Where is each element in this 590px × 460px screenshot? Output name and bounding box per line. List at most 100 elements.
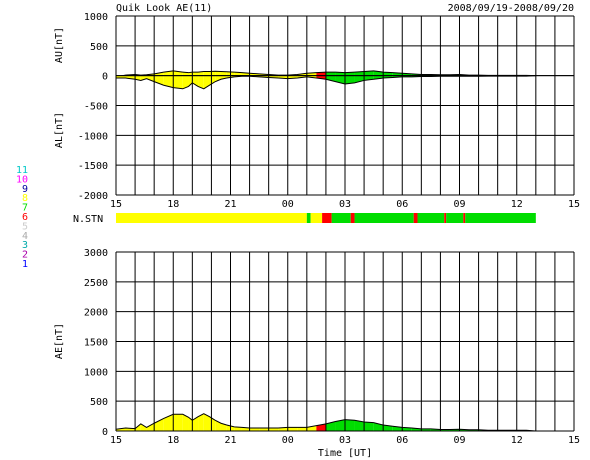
y-tick-label: 1000 bbox=[84, 12, 108, 23]
ae-area-segment bbox=[383, 425, 393, 431]
y-tick-label: 500 bbox=[90, 397, 108, 408]
station-bar-segment bbox=[465, 213, 536, 223]
ae-area-segment bbox=[287, 427, 298, 431]
y-tick-label: 1500 bbox=[84, 338, 108, 349]
ae-area-segment bbox=[268, 428, 279, 431]
station-bar-segment bbox=[446, 213, 464, 223]
x-tick-label: 12 bbox=[511, 435, 523, 446]
station-bar-segment bbox=[116, 213, 307, 223]
ae-area-segment bbox=[203, 413, 210, 431]
x-tick-label: 18 bbox=[167, 435, 179, 446]
ae-area-segment bbox=[220, 423, 227, 431]
ae-area bbox=[115, 413, 536, 432]
y-tick-label: 2500 bbox=[84, 278, 108, 289]
y-tick-label: -500 bbox=[84, 102, 108, 113]
station-bar-label: N.STN bbox=[73, 214, 103, 225]
x-tick-label: 03 bbox=[339, 199, 351, 210]
legend-level-3: 3 bbox=[22, 240, 28, 251]
legend-level-9: 9 bbox=[22, 184, 28, 195]
au-area-segment bbox=[325, 72, 336, 76]
al-area-segment-outline bbox=[116, 75, 536, 90]
ae-area-segment bbox=[188, 417, 193, 431]
au-area-segment bbox=[192, 72, 199, 76]
ae-area-segment bbox=[140, 423, 147, 431]
station-bar-segment bbox=[331, 213, 351, 223]
legend-level-5: 5 bbox=[22, 221, 28, 232]
bottom-panel-y-ticks: 3000 2500 2000 1500 1000 500 0 bbox=[84, 248, 108, 438]
al-area-segment bbox=[173, 75, 183, 89]
y-tick-label: 3000 bbox=[84, 248, 108, 259]
station-bar-segment bbox=[463, 213, 466, 223]
legend-level-6: 6 bbox=[22, 212, 28, 223]
legend-level-10: 10 bbox=[16, 174, 28, 185]
legend-level-11: 11 bbox=[16, 165, 28, 176]
au-area-segment-outline bbox=[115, 70, 536, 78]
al-area-segment bbox=[316, 75, 326, 80]
legend-level-8: 8 bbox=[22, 193, 28, 204]
y-tick-label: -1000 bbox=[78, 131, 108, 142]
al-area-segment bbox=[345, 75, 355, 85]
y-tick-label: -2000 bbox=[78, 191, 108, 202]
station-bar-segment bbox=[350, 213, 355, 223]
ae-area-segment bbox=[249, 428, 260, 431]
top-panel-grid bbox=[115, 15, 575, 196]
y-tick-label: 2000 bbox=[84, 308, 108, 319]
x-tick-label: 15 bbox=[568, 199, 580, 210]
station-count-bar: N.STN bbox=[73, 213, 536, 225]
ae-area-segment bbox=[306, 425, 317, 431]
ae-area-segment bbox=[325, 421, 336, 431]
al-area-segment bbox=[373, 75, 384, 80]
x-tick-label: 15 bbox=[568, 435, 580, 446]
al-area-segment bbox=[116, 75, 126, 79]
y-tick-label: -1500 bbox=[78, 161, 108, 172]
x-tick-label: 18 bbox=[167, 199, 179, 210]
station-bar-segment bbox=[413, 213, 418, 223]
al-area-segment bbox=[154, 75, 164, 86]
legend-level-2: 2 bbox=[22, 250, 28, 261]
bottom-panel-x-ticks: 15 18 21 00 03 06 09 12 15 bbox=[110, 435, 580, 446]
al-area-segment bbox=[215, 75, 221, 82]
ae-area-segment bbox=[234, 426, 242, 431]
ae-axis-label: AE[nT] bbox=[54, 323, 65, 359]
ae-area-segment bbox=[335, 419, 345, 431]
al-area-segment bbox=[140, 75, 147, 81]
ae-area-segment bbox=[421, 428, 431, 431]
al-axis-label: AL[nT] bbox=[54, 112, 65, 148]
ae-area-segment bbox=[354, 420, 365, 431]
x-tick-label: 06 bbox=[396, 435, 408, 446]
x-tick-label: 12 bbox=[511, 199, 523, 210]
al-area-segment bbox=[203, 75, 210, 89]
x-tick-label: 06 bbox=[396, 199, 408, 210]
al-area-segment bbox=[146, 75, 155, 82]
chart-title: Quik Look AE(11) bbox=[116, 3, 212, 14]
y-tick-label: 0 bbox=[102, 72, 108, 83]
ae-area-segment bbox=[364, 422, 374, 431]
y-tick-label: 1000 bbox=[84, 367, 108, 378]
al-area-segment bbox=[354, 75, 365, 83]
au-area-segment bbox=[220, 71, 227, 76]
station-bar-segment bbox=[306, 213, 311, 223]
ae-area-segment bbox=[146, 423, 155, 431]
x-tick-label: 15 bbox=[110, 199, 122, 210]
bottom-panel-grid bbox=[115, 251, 575, 432]
ae-area-segment bbox=[173, 414, 183, 431]
legend-level-7: 7 bbox=[22, 203, 28, 214]
au-area-segment bbox=[215, 71, 221, 76]
au-area-segment bbox=[354, 71, 365, 76]
station-bar-segment bbox=[322, 213, 332, 223]
ae-area-segment bbox=[192, 416, 199, 431]
ae-area-segment bbox=[259, 428, 269, 431]
x-tick-label: 00 bbox=[282, 435, 294, 446]
station-bar-segment bbox=[354, 213, 414, 223]
y-tick-label: 500 bbox=[90, 42, 108, 53]
top-panel: 1000 500 0 -500 -1000 -1500 -2000 15 18 21 00 03 06… bbox=[54, 12, 580, 210]
al-area-segment bbox=[198, 75, 204, 89]
ae-area-segment bbox=[345, 419, 355, 431]
station-bar-segment bbox=[444, 213, 447, 223]
al-area-segment bbox=[125, 75, 136, 80]
ae-area-segment-outline bbox=[115, 413, 536, 432]
x-axis-label: Time [UT] bbox=[318, 448, 372, 459]
station-bar-segments bbox=[116, 213, 536, 223]
